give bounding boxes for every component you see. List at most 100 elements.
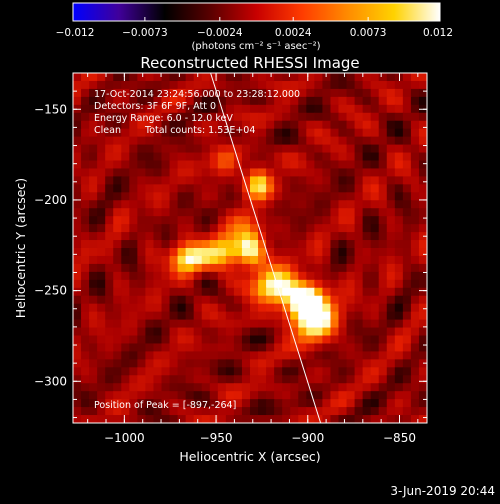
heatmap-pixel xyxy=(113,176,122,185)
heatmap-pixel xyxy=(185,335,195,345)
heatmap-pixel xyxy=(330,391,340,400)
heatmap-pixel xyxy=(250,136,259,146)
heatmap-pixel xyxy=(201,279,211,289)
heatmap-pixel xyxy=(129,200,138,209)
heatmap-pixel xyxy=(137,367,147,376)
heatmap-pixel xyxy=(97,216,106,225)
heatmap-pixel xyxy=(185,375,195,384)
heatmap-pixel xyxy=(346,240,356,249)
heatmap-pixel xyxy=(354,232,364,241)
heatmap-pixel xyxy=(105,383,114,392)
x-axis-label: Heliocentric X (arcsec) xyxy=(179,449,320,464)
heatmap-pixel xyxy=(330,248,340,257)
heatmap-pixel xyxy=(241,279,251,289)
heatmap-pixel xyxy=(105,263,114,273)
heatmap-pixel xyxy=(137,136,147,146)
heatmap-pixel xyxy=(113,407,122,416)
heatmap-pixel xyxy=(217,128,227,138)
heatmap-pixel xyxy=(241,96,251,106)
heatmap-pixel xyxy=(306,327,315,337)
heatmap-pixel xyxy=(161,80,171,90)
heatmap-pixel xyxy=(362,160,372,170)
heatmap-pixel xyxy=(258,263,267,273)
heatmap-pixel xyxy=(145,287,155,297)
heatmap-pixel xyxy=(105,303,114,313)
heatmap-pixel xyxy=(402,327,412,337)
heatmap-pixel xyxy=(298,232,307,241)
heatmap-pixel xyxy=(225,407,235,416)
heatmap-pixel xyxy=(217,255,227,265)
heatmap-pixel xyxy=(330,168,340,178)
heatmap-pixel xyxy=(274,255,283,265)
heatmap-pixel xyxy=(282,168,291,178)
heatmap-pixel xyxy=(250,224,259,233)
heatmap-pixel xyxy=(193,232,203,241)
heatmap-pixel xyxy=(169,271,179,281)
heatmap-pixel xyxy=(410,80,420,90)
heatmap-pixel xyxy=(298,303,307,313)
heatmap-pixel xyxy=(282,224,291,233)
heatmap-pixel xyxy=(121,359,130,368)
heatmap-pixel xyxy=(410,160,420,170)
heatmap-pixel xyxy=(322,399,332,408)
heatmap-pixel xyxy=(137,391,147,400)
heatmap-pixel xyxy=(177,112,187,122)
heatmap-pixel xyxy=(298,192,307,201)
heatmap-pixel xyxy=(161,375,171,384)
heatmap-pixel xyxy=(145,343,155,353)
heatmap-pixel xyxy=(378,271,388,281)
heatmap-pixel xyxy=(121,263,130,273)
heatmap-pixel xyxy=(225,88,235,98)
heatmap-pixel xyxy=(250,383,259,392)
heatmap-pixel xyxy=(402,192,412,201)
heatmap-pixel xyxy=(386,271,396,281)
heatmap-pixel xyxy=(338,88,348,98)
heatmap-pixel xyxy=(362,287,372,297)
heatmap-pixel xyxy=(145,279,155,289)
heatmap-pixel xyxy=(290,407,299,416)
heatmap-pixel xyxy=(113,351,122,360)
heatmap-pixel xyxy=(282,208,291,217)
heatmap-pixel xyxy=(177,248,187,257)
x-tick-label: −900 xyxy=(291,431,324,445)
heatmap-pixel xyxy=(233,112,243,122)
heatmap-pixel xyxy=(225,112,235,122)
heatmap-pixel xyxy=(314,104,324,114)
heatmap-pixel xyxy=(258,128,267,138)
annotations: 17-Oct-2014 23:24:56.000 to 23:28:12.000… xyxy=(94,89,300,411)
heatmap-pixel xyxy=(282,399,291,408)
heatmap-pixel xyxy=(362,136,372,146)
heatmap-pixel xyxy=(161,73,171,82)
heatmap-pixel xyxy=(362,216,372,225)
heatmap-pixel xyxy=(89,208,98,217)
heatmap-pixel xyxy=(290,192,299,201)
heatmap-pixel xyxy=(129,128,138,138)
heatmap-pixel xyxy=(185,192,195,201)
heatmap-pixel xyxy=(81,176,90,185)
heatmap-pixel xyxy=(330,407,340,416)
heatmap-pixel xyxy=(217,295,227,305)
heatmap-pixel xyxy=(282,88,291,98)
heatmap-pixel xyxy=(241,136,251,146)
heatmap-pixel xyxy=(81,96,90,106)
heatmap-pixel xyxy=(137,216,147,225)
heatmap-pixel xyxy=(394,232,404,241)
heatmap-pixel xyxy=(233,120,243,130)
heatmap-pixel xyxy=(418,279,427,289)
heatmap-pixel xyxy=(81,224,90,233)
heatmap-pixel xyxy=(274,311,283,321)
heatmap-pixel xyxy=(121,399,130,408)
heatmap-pixel xyxy=(193,391,203,400)
heatmap-pixel xyxy=(346,391,356,400)
heatmap-pixel xyxy=(121,192,130,201)
heatmap-pixel xyxy=(306,144,315,154)
heatmap-pixel xyxy=(145,391,155,400)
heatmap-pixel xyxy=(217,96,227,106)
heatmap-pixel xyxy=(378,176,388,185)
heatmap-pixel xyxy=(121,232,130,241)
heatmap-pixel xyxy=(322,104,332,114)
heatmap-pixel xyxy=(362,295,372,305)
heatmap-pixel xyxy=(314,391,324,400)
heatmap-pixel xyxy=(121,152,130,162)
heatmap-pixel xyxy=(81,343,90,353)
